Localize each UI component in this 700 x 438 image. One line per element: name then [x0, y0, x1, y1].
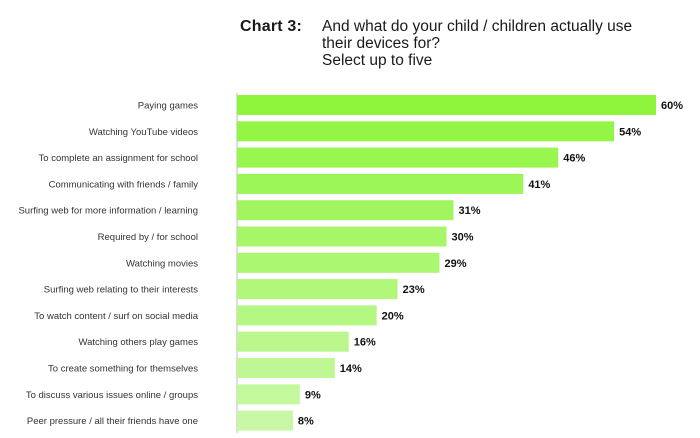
category-label: Watching YouTube videos	[89, 127, 198, 138]
bar	[237, 384, 300, 405]
value-label: 23%	[403, 284, 425, 296]
value-label: 8%	[298, 416, 314, 428]
bar	[237, 200, 454, 221]
category-label: Required by / for school	[98, 232, 198, 243]
chart-number: Chart 3:	[240, 18, 303, 35]
question-line-1: And what do your child / children actual…	[322, 18, 633, 35]
bar	[237, 410, 293, 431]
value-label: 54%	[619, 126, 641, 138]
bar	[237, 95, 656, 115]
category-label: Surfing web relating to their interests	[44, 285, 198, 296]
bar	[237, 252, 440, 273]
category-label: Watching others play games	[78, 337, 198, 348]
value-label: 41%	[528, 179, 550, 191]
bar	[237, 121, 615, 142]
value-label: 30%	[452, 232, 474, 244]
chart-question: And what do your child / children actual…	[322, 18, 692, 69]
bar	[237, 173, 524, 194]
bar	[237, 331, 349, 352]
category-label: To complete an assignment for school	[39, 153, 198, 164]
bar	[237, 305, 377, 326]
value-label: 46%	[563, 153, 585, 165]
bar	[237, 279, 398, 300]
value-label: 60%	[661, 100, 683, 112]
category-label: Surfing web for more information / learn…	[18, 206, 198, 217]
question-line-2: their devices for?	[322, 35, 441, 52]
category-label: Communicating with friends / family	[49, 179, 199, 190]
value-label: 14%	[340, 363, 362, 375]
value-label: 31%	[458, 205, 480, 217]
category-label: Paying games	[138, 101, 198, 112]
category-label: Peer pressure / all their friends have o…	[27, 416, 198, 427]
value-label: 20%	[382, 310, 404, 322]
category-label: To create something for themselves	[48, 364, 198, 375]
value-label: 9%	[305, 389, 321, 401]
bar	[237, 147, 559, 168]
bar	[237, 358, 335, 378]
bar	[237, 226, 447, 247]
category-label: To discuss various issues online / group…	[26, 390, 198, 401]
value-label: 29%	[445, 258, 467, 270]
question-instruction: Select up to five	[322, 52, 433, 69]
category-label: Watching movies	[126, 258, 198, 269]
value-label: 16%	[354, 337, 376, 349]
category-label: To watch content / surf on social media	[34, 311, 198, 322]
